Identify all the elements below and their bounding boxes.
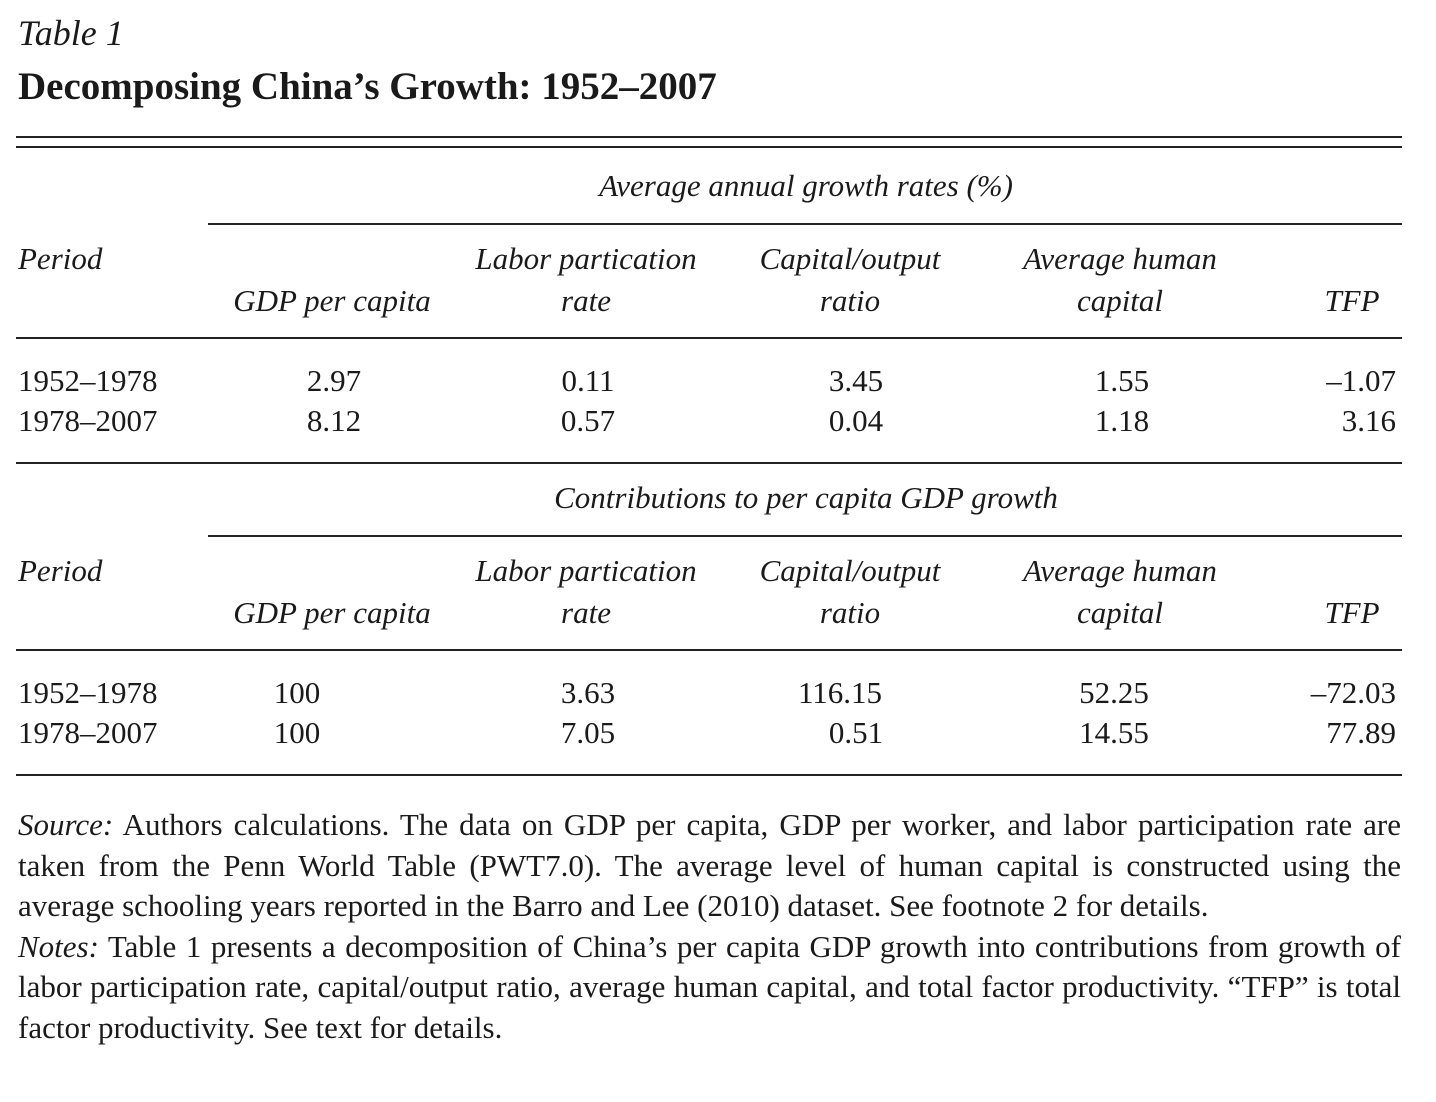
table-cell-human: 1.18 <box>1094 403 1150 438</box>
bottom-rule <box>16 774 1402 776</box>
table-label: Table 1 <box>18 13 124 53</box>
top-rule-1 <box>16 136 1402 138</box>
column-header-period: Period <box>18 553 103 588</box>
column-header-human-line2: capital <box>1076 283 1164 318</box>
header-rule <box>16 337 1402 339</box>
table-cell-gdp: 100 <box>273 675 321 710</box>
column-header-labor-line2: rate <box>561 283 611 318</box>
table-cell-gdp: 100 <box>273 715 321 750</box>
header-rule <box>16 649 1402 651</box>
section-heading-contributions: Contributions to per capita GDP growth <box>554 480 1058 515</box>
source-note: Source: Authors calculations. The data o… <box>18 805 1401 927</box>
column-header-labor: Labor partication <box>475 241 697 276</box>
notes-note: Notes: Table 1 presents a decomposition … <box>18 927 1401 1049</box>
table-cell-labor: 3.63 <box>560 675 616 710</box>
column-header-capital-line2: ratio <box>819 283 881 318</box>
table-cell-gdp: 8.12 <box>306 403 362 438</box>
table-row-period: 1978–2007 <box>18 715 158 750</box>
table-cell-tfp: –72.03 <box>1310 675 1396 710</box>
top-rule-2 <box>16 146 1402 148</box>
table-cell-human: 52.25 <box>1079 675 1149 710</box>
table-cell-tfp: 3.16 <box>1341 403 1396 438</box>
table-cell-human: 14.55 <box>1079 715 1149 750</box>
notes-label: Notes: <box>18 928 99 964</box>
column-header-gdp: GDP per capita <box>233 595 431 630</box>
table-cell-labor: 0.57 <box>560 403 616 438</box>
table-cell-capital: 3.45 <box>828 363 884 398</box>
section-heading-rule <box>208 223 1402 225</box>
column-header-labor-line2: rate <box>561 595 611 630</box>
table-cell-tfp: –1.07 <box>1326 363 1396 398</box>
section-divider-rule <box>16 462 1402 464</box>
column-header-human-line2: capital <box>1076 595 1164 630</box>
table-row-period: 1952–1978 <box>18 363 158 398</box>
table-row-period: 1952–1978 <box>18 675 158 710</box>
column-header-gdp: GDP per capita <box>233 283 431 318</box>
section-heading-rule <box>208 535 1402 537</box>
table-cell-capital: 0.04 <box>828 403 884 438</box>
column-header-period: Period <box>18 241 103 276</box>
table-notes: Source: Authors calculations. The data o… <box>18 805 1401 1048</box>
source-text: Authors calculations. The data on GDP pe… <box>18 807 1401 923</box>
table-cell-human: 1.55 <box>1094 363 1150 398</box>
table-cell-capital: 0.51 <box>828 715 884 750</box>
column-header-human: Average human <box>1023 241 1217 276</box>
table-cell-tfp: 77.89 <box>1326 715 1396 750</box>
column-header-capital: Capital/output <box>759 241 941 276</box>
table-cell-capital: 116.15 <box>797 675 883 710</box>
column-header-capital: Capital/output <box>759 553 941 588</box>
section-heading-growth: Average annual growth rates (%) <box>599 168 1013 203</box>
column-header-capital-line2: ratio <box>819 595 881 630</box>
notes-text: Table 1 presents a decomposition of Chin… <box>18 928 1401 1045</box>
column-header-tfp: TFP <box>1324 283 1380 318</box>
column-header-labor: Labor partication <box>475 553 697 588</box>
table-cell-labor: 0.11 <box>561 363 615 398</box>
table-cell-labor: 7.05 <box>560 715 616 750</box>
table-title: Decomposing China’s Growth: 1952–2007 <box>18 65 717 108</box>
column-header-human: Average human <box>1023 553 1217 588</box>
table-row-period: 1978–2007 <box>18 403 158 438</box>
table-cell-gdp: 2.97 <box>306 363 362 398</box>
source-label: Source: <box>18 807 114 842</box>
column-header-tfp: TFP <box>1324 595 1380 630</box>
